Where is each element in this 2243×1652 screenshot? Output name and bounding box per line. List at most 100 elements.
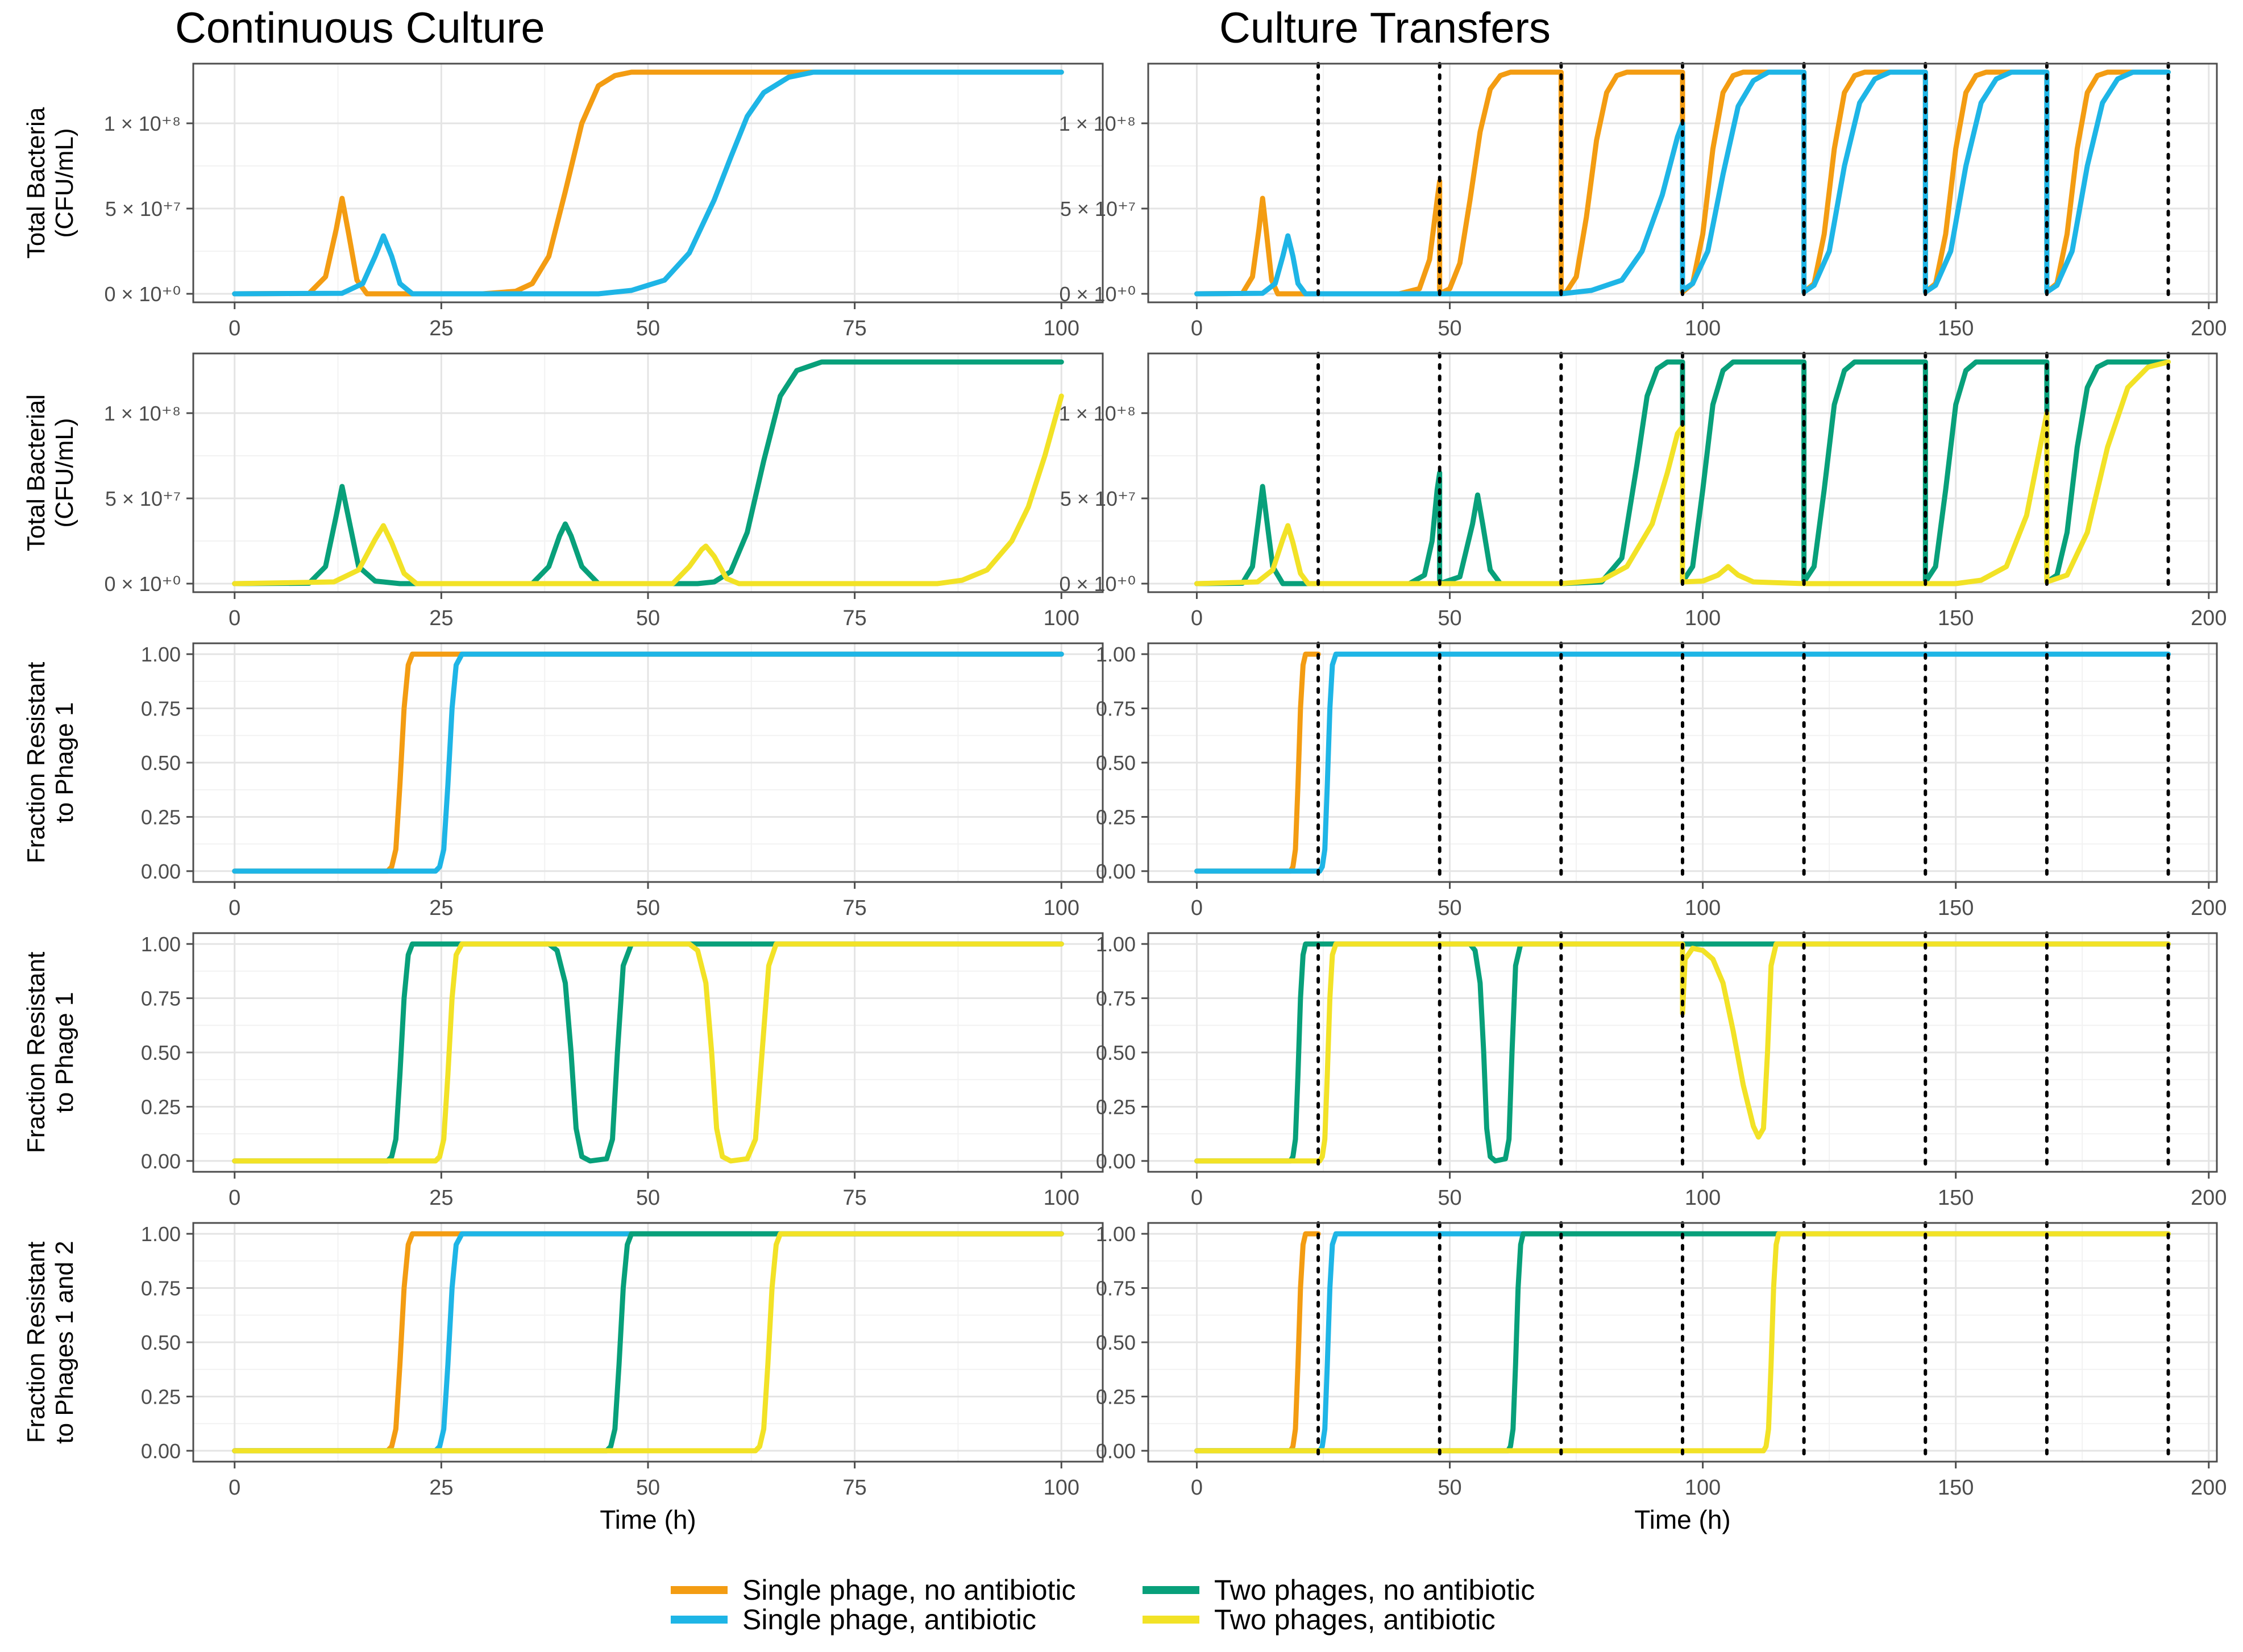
y-tick-label: 0.75 <box>141 697 181 721</box>
x-tick-label: 150 <box>1938 1476 1974 1500</box>
x-tick-label: 50 <box>636 896 660 920</box>
x-tick-label: 100 <box>1044 606 1079 630</box>
y-tick-label: 0.25 <box>141 805 181 829</box>
x-tick-label: 75 <box>842 1476 866 1500</box>
panel-row2-right: 0 50 100 150 200 0 × 10⁺⁰ 5 × 10⁺⁷ 1 × 10⁺⁸ <box>1059 352 2227 630</box>
x-tick-label: 100 <box>1685 1476 1721 1500</box>
series-line <box>232 941 1064 1164</box>
series-group <box>232 69 1064 297</box>
x-tick-label: 75 <box>842 896 866 920</box>
x-tick-label: 200 <box>2191 1476 2227 1500</box>
y-tick-label: 0.75 <box>1096 697 1136 721</box>
x-tick-label: 50 <box>1438 1476 1461 1500</box>
y-tick-label: 5 × 10⁺⁷ <box>1060 197 1136 220</box>
y-axis-label-line: to Phages 1 and 2 <box>51 1241 78 1443</box>
y-tick-label: 1.00 <box>1096 933 1136 956</box>
left-column-title: Continuous Culture <box>175 4 545 52</box>
x-tick-label: 150 <box>1938 896 1974 920</box>
x-tick-label: 0 <box>1191 1186 1203 1210</box>
y-axis-label-line: (CFU/mL) <box>51 418 78 527</box>
y-tick-label: 0 × 10⁺⁰ <box>1059 572 1136 596</box>
series-group <box>232 1231 1064 1454</box>
y-tick-label: 0.75 <box>141 1277 181 1300</box>
y-tick-label: 0.50 <box>1096 1041 1136 1064</box>
legend-label: Two phages, no antibiotic <box>1214 1574 1535 1606</box>
y-axis-label-line: Total Bacterial <box>22 394 50 551</box>
legend-item: Two phages, no antibiotic <box>1143 1574 1535 1606</box>
y-axis-label-line: to Phage 1 <box>51 702 78 823</box>
y-tick-label: 1.00 <box>141 1222 181 1246</box>
y-tick-label: 0 × 10⁺⁰ <box>104 282 181 306</box>
y-tick-label: 0.25 <box>1096 805 1136 829</box>
panel-border <box>1147 352 2218 593</box>
series-group <box>1194 651 2171 874</box>
y-axis-label: Total Bacteria(CFU/mL) <box>22 107 78 259</box>
x-tick-label: 0 <box>1191 606 1203 630</box>
legend-swatch <box>1143 1586 1199 1594</box>
panel-row4-right: 0 50 100 150 200 0.00 0.25 0.50 0.75 1.00 <box>1096 931 2227 1210</box>
y-tick-label: 1.00 <box>1096 1222 1136 1246</box>
y-tick-label: 0.00 <box>1096 1150 1136 1173</box>
x-tick-label: 50 <box>636 606 660 630</box>
legend-swatch <box>671 1586 728 1594</box>
x-tick-label: 25 <box>429 317 453 340</box>
series-line <box>232 941 1064 1164</box>
y-tick-label: 1 × 10⁺⁸ <box>1059 112 1136 135</box>
y-tick-label: 0.25 <box>141 1385 181 1408</box>
x-tick-label: 0 <box>229 1186 240 1210</box>
y-tick-label: 1.00 <box>1096 643 1136 666</box>
right-column-title: Culture Transfers <box>1219 4 1551 52</box>
x-tick-label: 100 <box>1044 1476 1079 1500</box>
x-tick-label: 75 <box>842 1186 866 1210</box>
y-tick-label: 1.00 <box>141 643 181 666</box>
series-line <box>232 651 1064 874</box>
y-tick-label: 0.75 <box>1096 1277 1136 1300</box>
y-tick-label: 0.50 <box>141 1041 181 1064</box>
y-axis-label: Fraction Resistantto Phage 1 <box>22 952 78 1154</box>
y-axis-label-line: (CFU/mL) <box>51 128 78 238</box>
y-axis-label: Fraction Resistantto Phages 1 and 2 <box>22 1241 78 1443</box>
y-tick-label: 0.00 <box>1096 860 1136 883</box>
x-tick-label: 0 <box>1191 317 1203 340</box>
legend-label: Single phage, no antibiotic <box>742 1574 1076 1606</box>
x-tick-label: 50 <box>636 317 660 340</box>
x-tick-label: 50 <box>1438 317 1461 340</box>
x-tick-label: 0 <box>229 896 240 920</box>
series-group <box>232 359 1064 586</box>
y-tick-label: 5 × 10⁺⁷ <box>1060 487 1136 510</box>
x-tick-label: 150 <box>1938 606 1974 630</box>
x-tick-label: 100 <box>1685 1186 1721 1210</box>
panel-row3-right: 0 50 100 150 200 0.00 0.25 0.50 0.75 1.00 <box>1096 642 2227 920</box>
x-tick-label: 200 <box>2191 896 2227 920</box>
y-tick-label: 0.25 <box>141 1095 181 1118</box>
x-tick-label: 50 <box>1438 606 1461 630</box>
legend-item: Two phages, antibiotic <box>1143 1604 1496 1636</box>
legend-item: Single phage, no antibiotic <box>671 1574 1076 1606</box>
y-tick-label: 0.50 <box>1096 1331 1136 1354</box>
x-tick-label: 50 <box>1438 896 1461 920</box>
y-tick-label: 1 × 10⁺⁸ <box>1059 402 1136 425</box>
x-tick-label: 0 <box>1191 896 1203 920</box>
panel-row4-left: 0 25 50 75 100 0.00 0.25 0.50 0.75 1.00 Fraction R… <box>22 932 1104 1210</box>
y-tick-label: 0.75 <box>1096 987 1136 1010</box>
x-tick-label: 50 <box>636 1476 660 1500</box>
y-axis-label-line: Fraction Resistant <box>22 662 50 864</box>
x-tick-label: 100 <box>1044 317 1079 340</box>
x-axis-label: Time (h) <box>1634 1505 1731 1534</box>
x-tick-label: 100 <box>1044 896 1079 920</box>
legend-swatch <box>671 1616 728 1624</box>
y-tick-label: 0 × 10⁺⁰ <box>1059 282 1136 306</box>
series-group <box>232 941 1064 1164</box>
x-tick-label: 75 <box>842 606 866 630</box>
x-tick-label: 100 <box>1685 606 1721 630</box>
x-tick-label: 50 <box>1438 1186 1461 1210</box>
x-tick-label: 0 <box>229 1476 240 1500</box>
series-line <box>232 359 1064 586</box>
panel-row1-left: 0 25 50 75 100 0 × 10⁺⁰ 5 × 10⁺⁷ 1 × 10⁺⁸ Total … <box>22 63 1104 340</box>
y-axis-label: Fraction Resistantto Phage 1 <box>22 662 78 864</box>
legend-item: Single phage, antibiotic <box>671 1604 1036 1636</box>
y-tick-label: 0.00 <box>141 860 181 883</box>
series-line <box>1194 651 2171 874</box>
y-tick-label: 0.50 <box>1096 751 1136 775</box>
series-line <box>1194 359 2171 586</box>
